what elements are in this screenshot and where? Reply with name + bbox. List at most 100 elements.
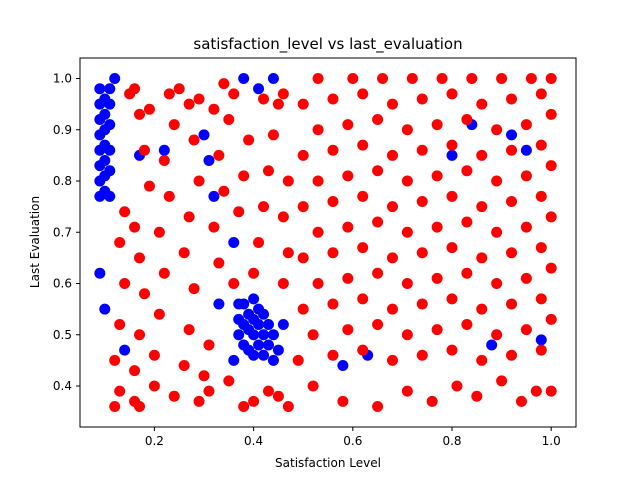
data-point — [183, 211, 195, 223]
data-point — [461, 114, 473, 125]
data-point — [496, 73, 508, 84]
data-point — [506, 129, 518, 141]
data-point — [99, 108, 111, 120]
data-point — [248, 395, 260, 407]
data-point — [277, 319, 289, 330]
data-point — [272, 98, 284, 110]
data-point — [178, 360, 190, 371]
data-point — [327, 298, 339, 310]
data-point — [515, 395, 527, 407]
data-point — [119, 278, 131, 289]
data-point — [520, 272, 532, 284]
data-point — [188, 283, 200, 295]
plot-frame — [79, 57, 577, 428]
y-tick-label: 0.7 — [53, 225, 72, 239]
data-point — [277, 211, 289, 223]
data-point — [431, 119, 443, 131]
data-point — [406, 73, 418, 84]
data-point — [124, 88, 136, 100]
data-point — [520, 221, 532, 233]
data-point — [401, 226, 413, 238]
data-point — [253, 83, 265, 95]
data-point — [134, 252, 146, 264]
data-point — [506, 144, 518, 156]
data-point — [233, 206, 245, 218]
data-point — [535, 88, 547, 100]
data-point — [238, 170, 250, 182]
x-tick-label: 0.8 — [442, 434, 461, 448]
data-point — [386, 149, 398, 161]
x-tick-label: 1.0 — [542, 434, 561, 448]
data-point — [357, 190, 369, 202]
data-point — [248, 349, 260, 361]
data-point — [213, 257, 225, 269]
data-point — [416, 144, 428, 156]
data-point — [401, 385, 413, 397]
data-point — [446, 242, 458, 254]
data-point — [506, 298, 518, 310]
data-point — [506, 196, 518, 207]
data-point — [342, 324, 354, 336]
data-point — [253, 237, 265, 248]
data-point — [138, 288, 150, 300]
data-point — [416, 349, 428, 361]
data-point — [535, 344, 547, 356]
data-point — [327, 196, 339, 207]
data-point — [104, 144, 116, 156]
data-point — [188, 134, 200, 146]
data-point — [431, 272, 443, 284]
data-point — [506, 93, 518, 105]
data-point — [446, 190, 458, 202]
data-point — [342, 170, 354, 182]
data-point — [545, 160, 557, 172]
data-point — [119, 206, 131, 218]
data-point — [337, 395, 349, 407]
data-point — [520, 170, 532, 182]
data-point — [99, 155, 111, 166]
data-point — [426, 395, 438, 407]
y-axis-label: Last Evaluation — [28, 196, 42, 288]
series-0 — [94, 73, 547, 371]
data-point — [520, 144, 532, 156]
data-point — [312, 278, 324, 289]
data-point — [476, 149, 488, 161]
data-point — [545, 385, 557, 397]
data-point — [258, 93, 270, 105]
data-point — [213, 149, 225, 161]
data-point — [262, 319, 274, 330]
data-point — [258, 308, 270, 320]
data-point — [545, 313, 557, 325]
data-point — [525, 73, 537, 84]
data-point — [292, 354, 304, 366]
data-point — [198, 370, 210, 382]
data-point — [262, 339, 274, 351]
data-point — [129, 221, 141, 233]
data-point — [163, 190, 175, 202]
data-point — [312, 73, 324, 84]
data-point — [545, 108, 557, 120]
data-point — [461, 319, 473, 330]
data-point — [386, 303, 398, 315]
data-point — [203, 385, 215, 397]
data-point — [153, 226, 165, 238]
data-point — [183, 324, 195, 336]
data-point — [491, 329, 503, 341]
data-point — [372, 267, 384, 279]
data-point — [109, 401, 121, 412]
y-tick-label: 1.0 — [53, 72, 72, 86]
data-point — [104, 165, 116, 177]
data-point — [218, 78, 230, 90]
data-point — [277, 278, 289, 289]
data-point — [272, 390, 284, 402]
data-point — [446, 139, 458, 151]
data-point — [327, 247, 339, 259]
y-tick-label: 0.9 — [53, 123, 72, 137]
data-point — [372, 114, 384, 125]
data-point — [386, 98, 398, 110]
data-point — [138, 144, 150, 156]
data-point — [535, 293, 547, 305]
x-tick-label: 0.6 — [343, 434, 362, 448]
data-point — [104, 190, 116, 202]
data-point — [148, 380, 160, 392]
data-point — [114, 319, 126, 330]
